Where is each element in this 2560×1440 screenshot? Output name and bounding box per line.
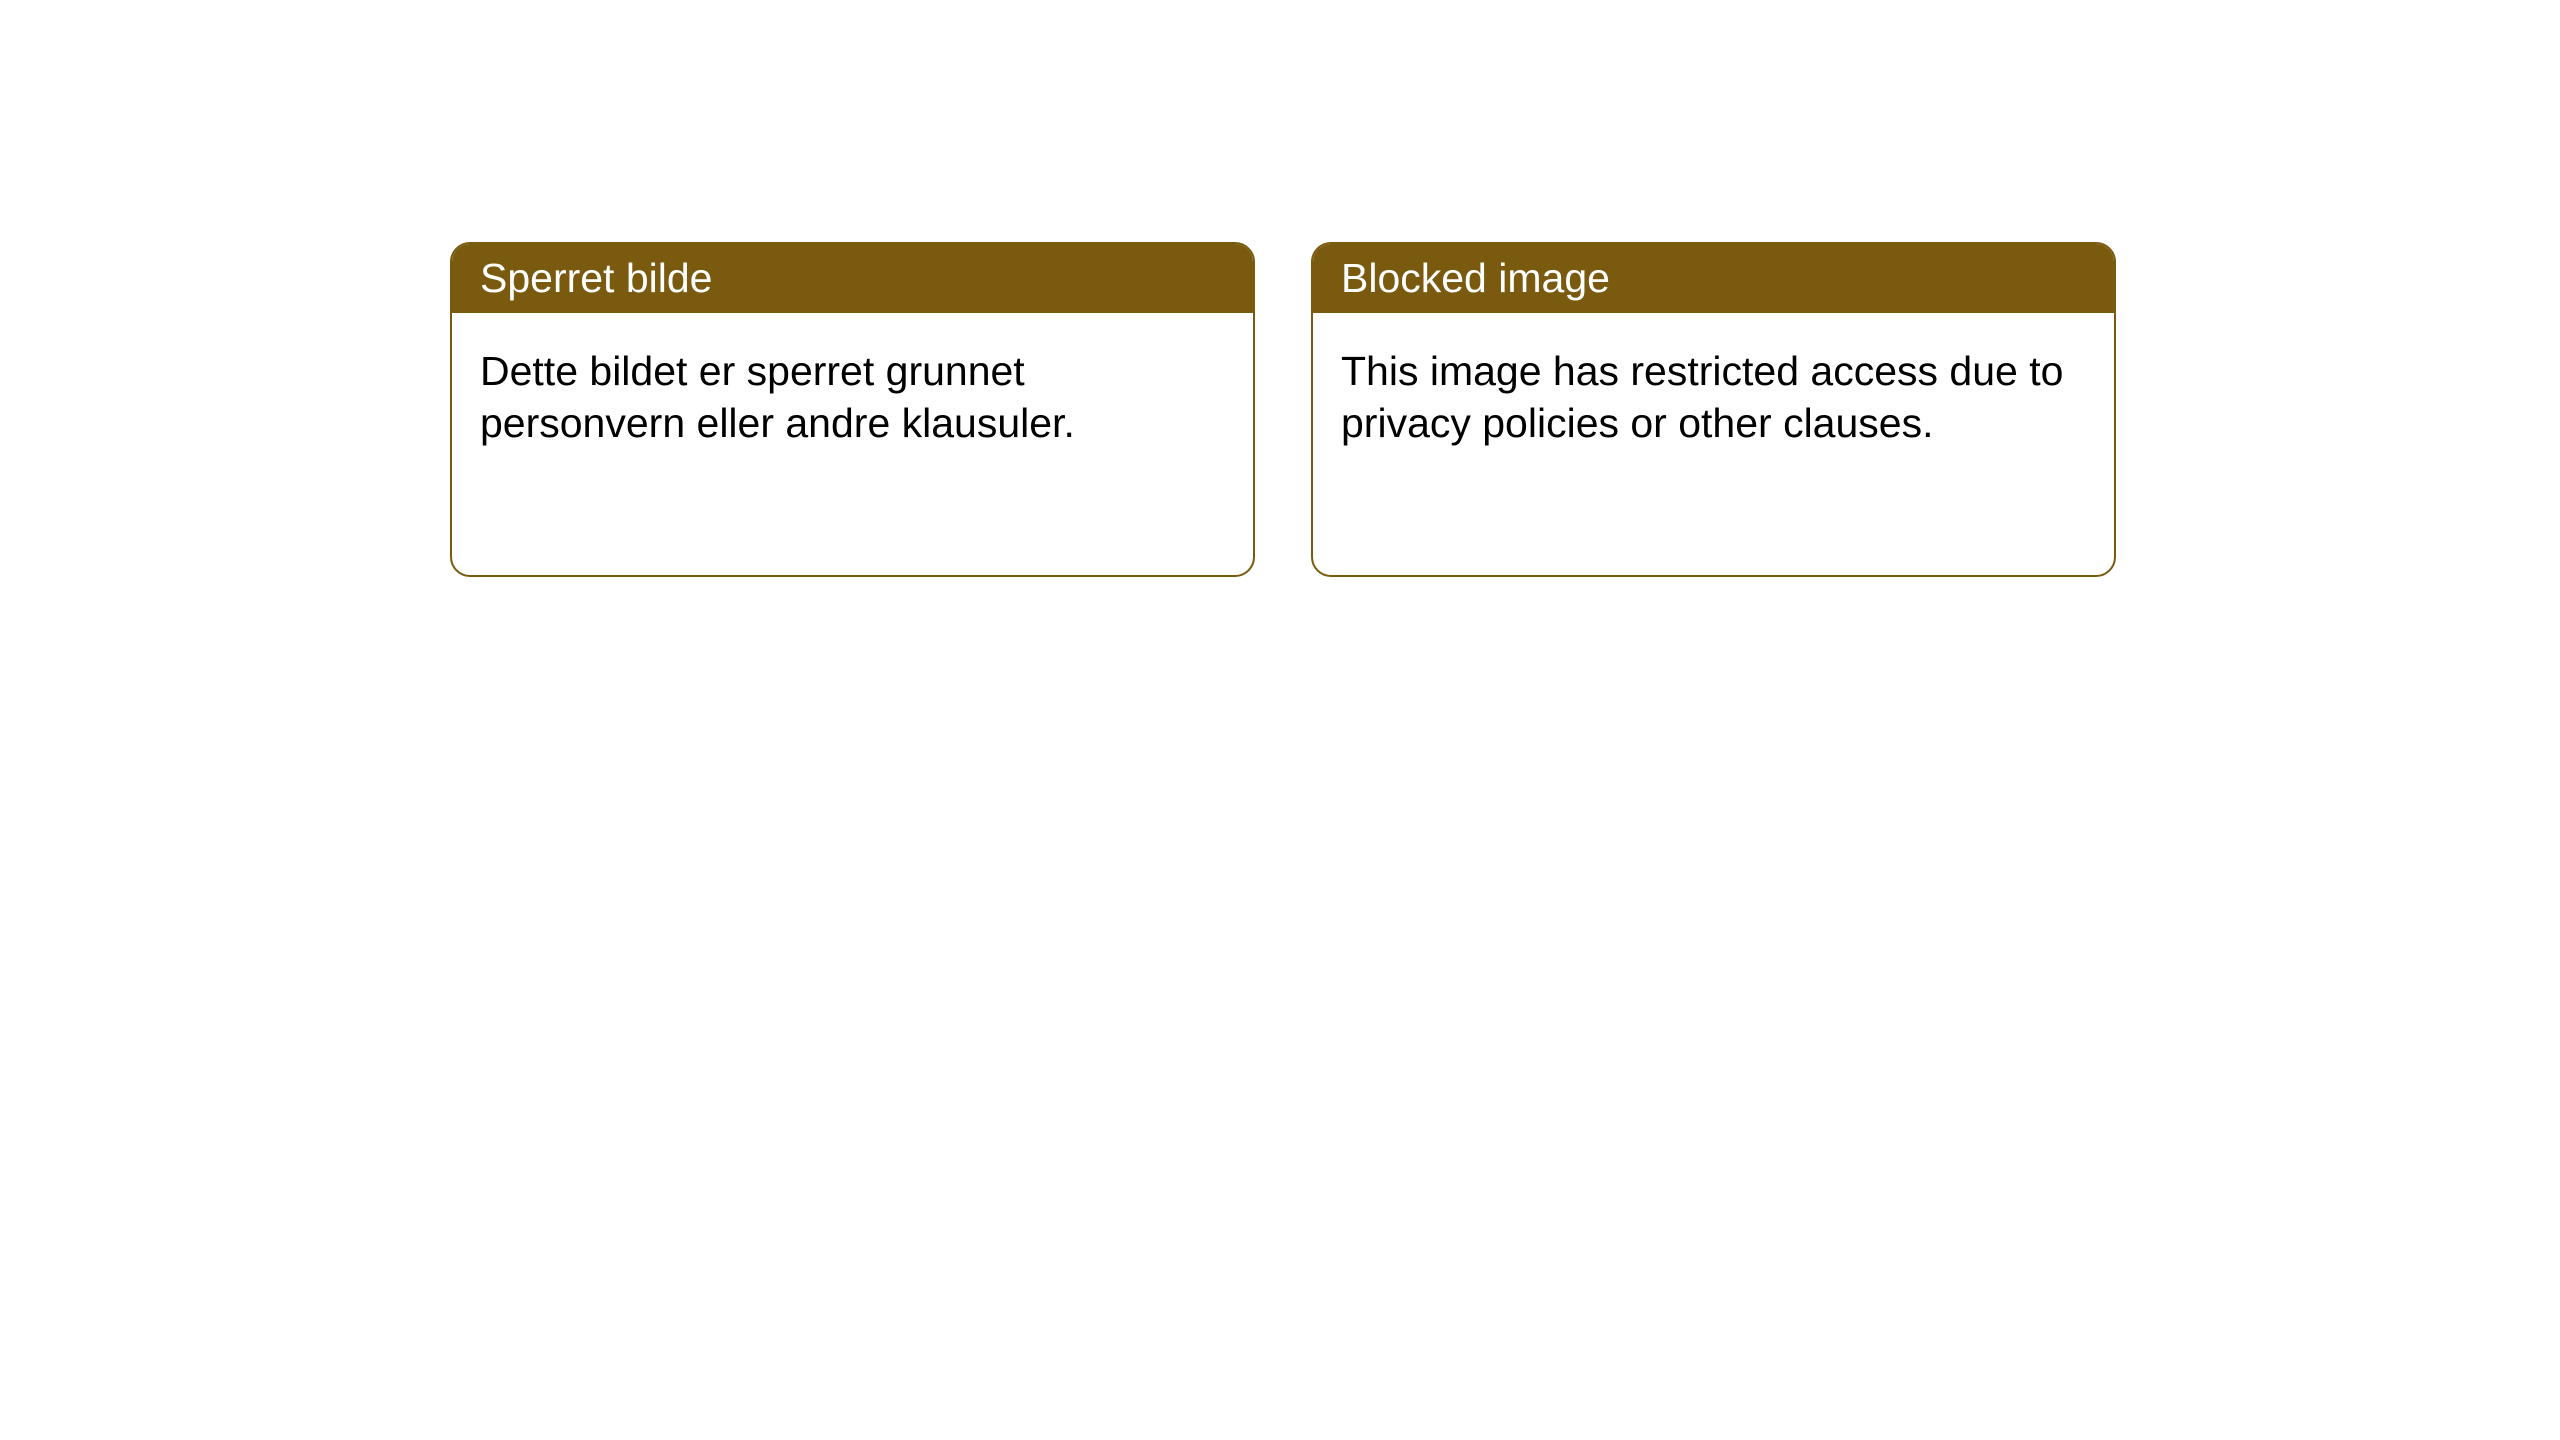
card-title: Sperret bilde <box>452 244 1253 313</box>
card-title: Blocked image <box>1313 244 2114 313</box>
card-body-text: Dette bildet er sperret grunnet personve… <box>452 313 1253 482</box>
notice-card-norwegian: Sperret bilde Dette bildet er sperret gr… <box>450 242 1255 577</box>
notice-card-english: Blocked image This image has restricted … <box>1311 242 2116 577</box>
card-body-text: This image has restricted access due to … <box>1313 313 2114 482</box>
notice-cards-container: Sperret bilde Dette bildet er sperret gr… <box>450 242 2116 577</box>
